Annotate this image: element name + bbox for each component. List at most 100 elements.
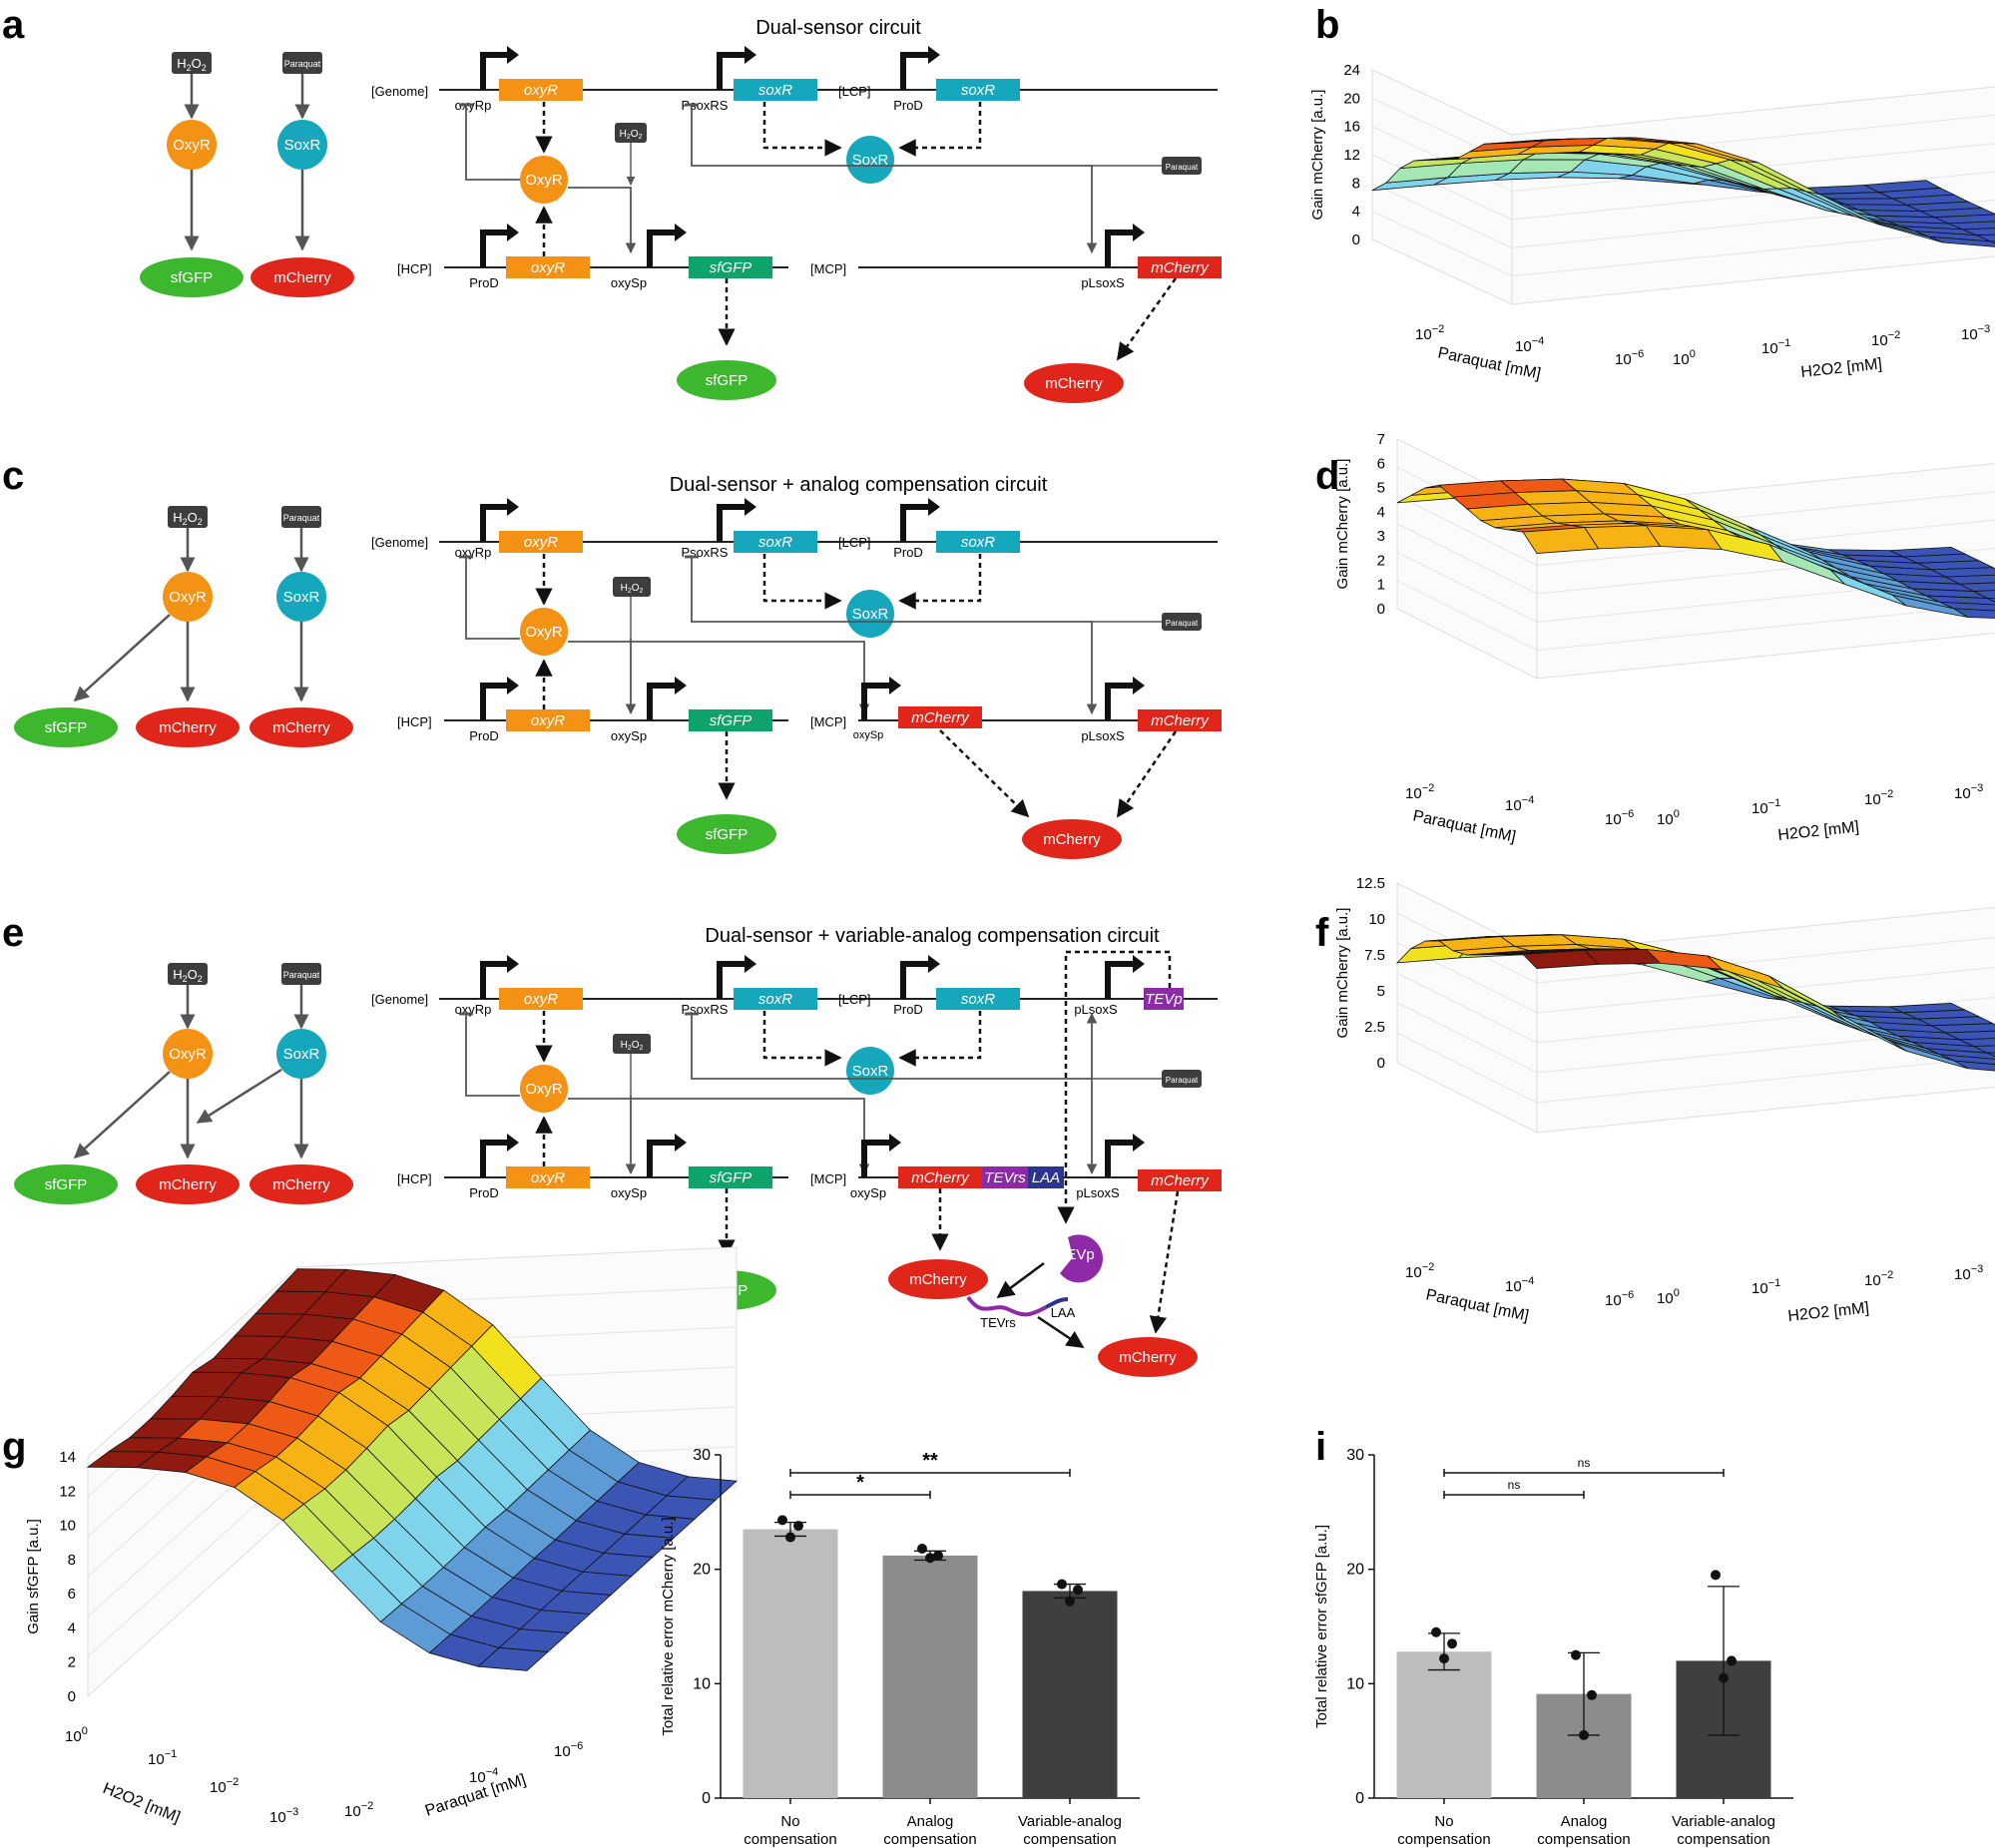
oxyr-gene-hcp	[506, 256, 590, 278]
mcherry-gene-c2	[1138, 709, 1222, 731]
axis-tick-label: 10−3	[1954, 1263, 1983, 1283]
paraquat-box-e	[1162, 1070, 1202, 1088]
oxyr-gene-label: oxyR	[524, 82, 558, 99]
grid-line	[1371, 126, 1995, 193]
grid-line	[1396, 942, 1995, 1014]
data-point	[1073, 1585, 1083, 1596]
genome-label-c: [Genome]	[371, 535, 428, 550]
z-tick-label: 2	[1377, 552, 1385, 569]
significance-label: ns	[1508, 1478, 1521, 1492]
z-tick-label: 2	[68, 1654, 76, 1671]
data-point	[1431, 1626, 1441, 1637]
sfgfp-protein-label: sfGFP	[706, 372, 748, 389]
sfgfp-output-e-label: sfGFP	[45, 1176, 88, 1193]
axis-tick-label: 100	[1657, 808, 1680, 828]
mcherry-output-e2-label: mCherry	[272, 1176, 330, 1193]
data-point	[1711, 1570, 1721, 1581]
mcherry-output-e1-label: mCherry	[159, 1176, 217, 1193]
genome-label-e: [Genome]	[371, 992, 428, 1007]
prod-label: ProD	[469, 275, 499, 290]
x-tick-label: No compensation	[744, 1813, 836, 1848]
oxyr-gene-c	[499, 531, 583, 553]
axis-tick-label: 100	[1657, 1287, 1680, 1307]
data-point	[1447, 1638, 1457, 1649]
axis-tick-label: 10−2	[1405, 1261, 1434, 1281]
mcherry-protein-label: mCherry	[1045, 375, 1103, 392]
oxyr-gene-hcp-c	[506, 709, 590, 731]
tevrs-gene	[982, 1166, 1028, 1188]
sfgfp-output-label: sfGFP	[171, 269, 214, 286]
mcherry-protein	[1024, 363, 1124, 403]
sfgfp-output-c-label: sfGFP	[45, 719, 88, 736]
plsoxs-label-e: pLsoxS	[1076, 1185, 1120, 1200]
oxysp-label-mcp-e: oxySp	[850, 1185, 886, 1200]
mcherry-fusion-protein	[888, 1259, 988, 1299]
soxr-node-c-label: SoxR	[283, 589, 320, 606]
z-axis-label: Gain mCherry [a.u.]	[1309, 90, 1326, 221]
significance-label: **	[922, 1450, 938, 1472]
axis-tick-label: 10−4	[1515, 335, 1544, 355]
z-tick-label: 3	[1377, 528, 1385, 545]
axis-tick-label: 10−6	[554, 1740, 583, 1760]
z-tick-label: 8	[1352, 175, 1360, 192]
oxysp-label: oxySp	[611, 275, 647, 290]
soxr-protein-c-label: SoxR	[852, 606, 889, 623]
axis-label: H2O2 [mM]	[1800, 356, 1883, 381]
oxyr-node-c-label: OxyR	[169, 589, 207, 606]
x-tick-label: Variable-analog compensation	[1672, 1813, 1775, 1848]
panel-c-title: Dual-sensor + analog compensation circui…	[670, 474, 1048, 496]
mcherry-output-e2	[249, 1164, 353, 1204]
soxr-gene-c-label: soxR	[758, 534, 792, 551]
z-tick-label: 10	[1368, 911, 1385, 928]
axis-tick-label: 10−4	[1505, 794, 1534, 814]
axis-tick-label: 100	[65, 1725, 88, 1745]
lcp-label-c: [LCP]	[838, 535, 871, 550]
data-point	[1587, 1689, 1597, 1700]
y-tick-label: 10	[693, 1675, 711, 1692]
hcp-label-e: [HCP]	[397, 1171, 432, 1186]
z-tick-label: 12.5	[1356, 875, 1385, 892]
y-tick-label: 0	[702, 1790, 711, 1807]
axis-tick-label: 10−3	[1954, 782, 1983, 802]
axis-label: H2O2 [mM]	[1777, 819, 1860, 844]
z-tick-label: 0	[1377, 601, 1385, 618]
sfgfp-protein	[677, 360, 776, 400]
oxyr-gene	[499, 79, 583, 101]
mcherry-gene-c1-label: mCherry	[911, 709, 970, 726]
mcherry-gene-label: mCherry	[1151, 259, 1210, 276]
grid-line	[1396, 495, 1995, 567]
axis-tick-label: 10−6	[1605, 1289, 1634, 1309]
y-axis-label: Total relative error sfGFP [a.u.]	[1313, 1525, 1330, 1728]
z-tick-label: 16	[1343, 119, 1360, 136]
tevp-gene	[1144, 988, 1184, 1010]
oxyrp-label: oxyRp	[455, 98, 492, 113]
axis-label: H2O2 [mM]	[1787, 1300, 1870, 1325]
z-axis-label: Gain mCherry [a.u.]	[1334, 908, 1351, 1039]
z-tick-label: 4	[1352, 204, 1360, 221]
z-tick-label: 7	[1377, 431, 1385, 448]
mcherry-protein-c	[1022, 819, 1122, 859]
oxysp-label-c: oxySp	[611, 728, 647, 743]
data-point	[1057, 1579, 1067, 1590]
oxyr-protein-c	[520, 608, 568, 656]
oxyr-gene-hcp-c-label: oxyR	[531, 712, 565, 729]
prod-label-c-top: ProD	[893, 545, 923, 560]
soxr-gene-lcp-c-label: soxR	[961, 534, 995, 551]
paraquat-input-box	[282, 52, 322, 74]
genome-label: [Genome]	[371, 84, 428, 99]
soxr-gene-lcp	[936, 79, 1020, 101]
axis-tick-label: 10−6	[1605, 808, 1634, 828]
y-tick-label: 20	[1346, 1562, 1364, 1579]
data-point	[793, 1521, 803, 1532]
mcherry-gene	[1138, 256, 1222, 278]
paraquat-box-a-label: Paraquat	[1166, 163, 1199, 172]
z-tick-label: 8	[68, 1552, 76, 1569]
sfgfp-gene-c-label: sfGFP	[710, 712, 752, 729]
z-tick-label: 12	[59, 1483, 76, 1500]
paraquat-input-label-c: Paraquat	[283, 513, 320, 523]
oxyr-gene-e	[499, 988, 583, 1010]
z-tick-label: 6	[68, 1586, 76, 1603]
mcherry-gene-e1-label: mCherry	[911, 1169, 970, 1186]
y-tick-label: 20	[693, 1562, 711, 1579]
mcherry-protein-c-label: mCherry	[1043, 831, 1101, 848]
